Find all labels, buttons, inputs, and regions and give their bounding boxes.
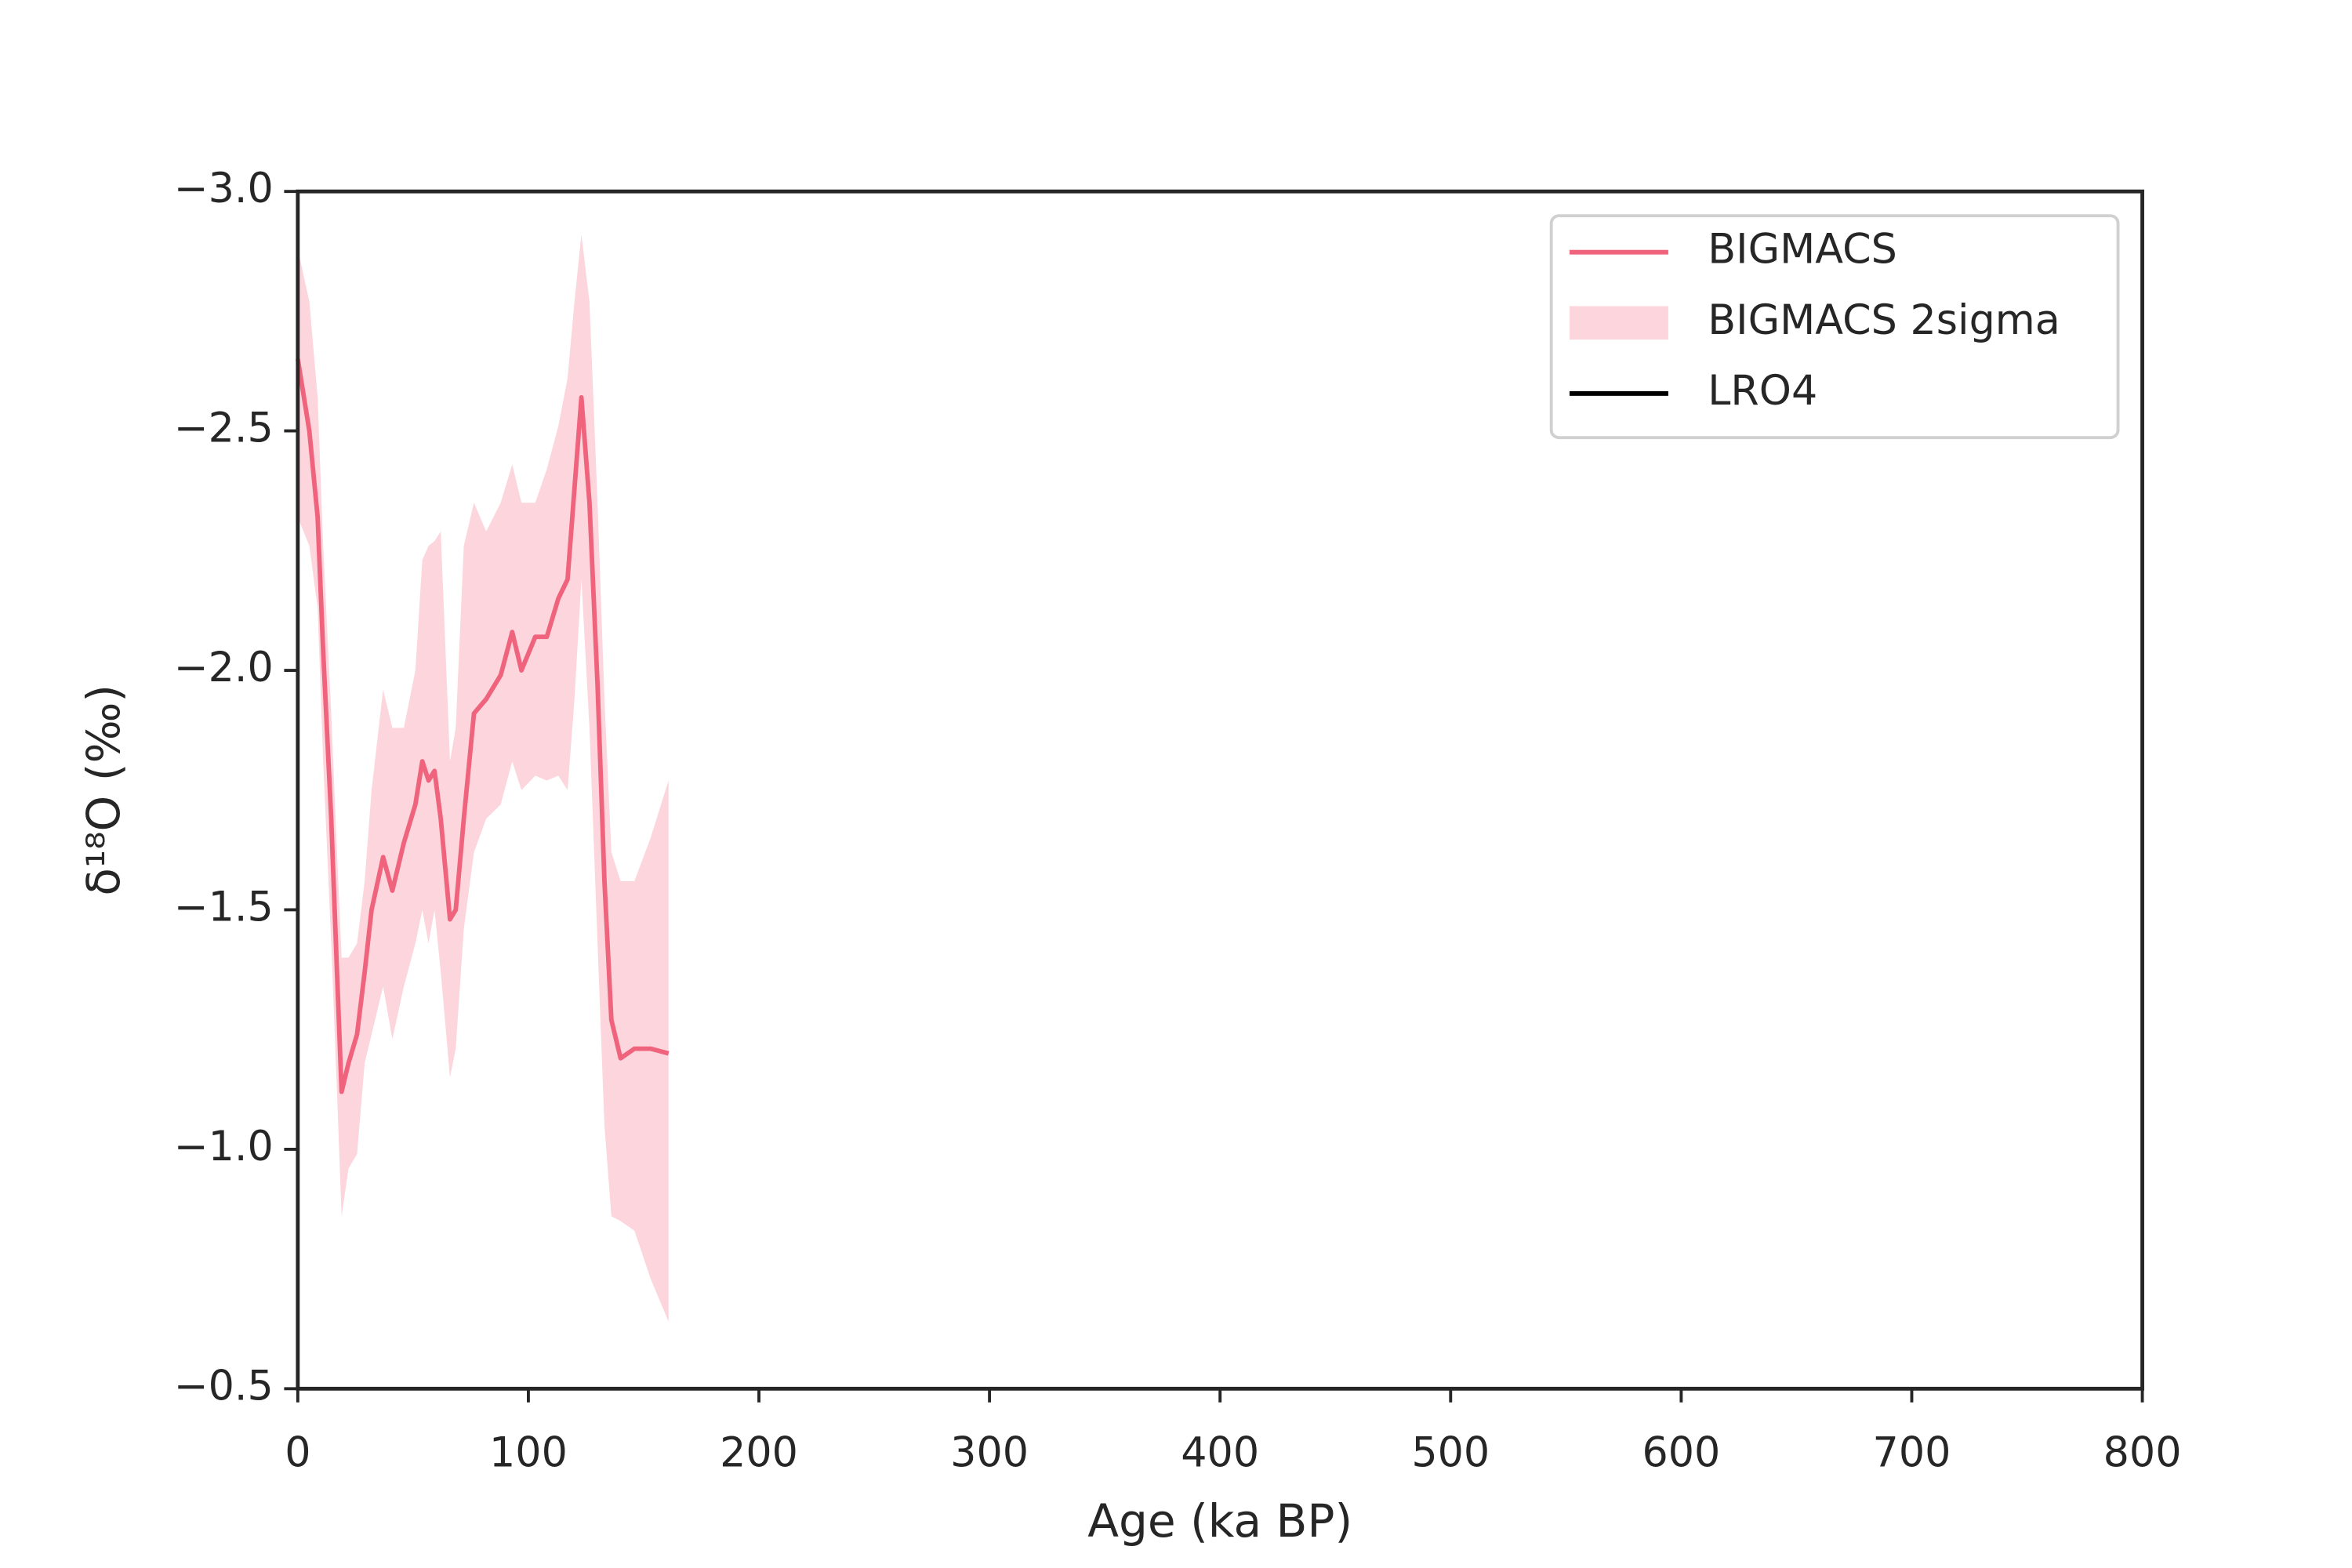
- y-tick-label: −3.0: [174, 165, 274, 212]
- y-axis-label: δ¹⁸O (‰): [77, 684, 130, 896]
- x-tick-label: 100: [489, 1429, 568, 1477]
- x-tick-label: 300: [950, 1429, 1029, 1477]
- legend-swatch: [1569, 306, 1668, 340]
- y-tick-label: −1.0: [174, 1123, 274, 1171]
- x-tick-label: 700: [1873, 1429, 1951, 1477]
- legend-label: BIGMACS 2sigma: [1708, 296, 2060, 344]
- y-tick-label: −2.5: [174, 405, 274, 452]
- data-line: [295, 358, 670, 1094]
- legend-box: [1549, 214, 2120, 440]
- y-tick-label: −2.0: [174, 644, 274, 691]
- y-tick-label: −1.5: [174, 883, 274, 931]
- x-tick-label: 0: [285, 1429, 310, 1477]
- x-tick-label: 600: [1642, 1429, 1720, 1477]
- confidence-band: [297, 234, 669, 1322]
- x-tick-label: 400: [1181, 1429, 1259, 1477]
- x-tick-label: 200: [720, 1429, 798, 1477]
- y-tick-label: −0.5: [174, 1362, 274, 1410]
- x-tick-label: 500: [1411, 1429, 1490, 1477]
- x-axis-label: Age (ka BP): [1087, 1494, 1352, 1548]
- legend-label: BIGMACS: [1708, 226, 1897, 274]
- x-tick-label: 800: [2103, 1429, 2182, 1477]
- legend-label: LRO4: [1708, 367, 1817, 415]
